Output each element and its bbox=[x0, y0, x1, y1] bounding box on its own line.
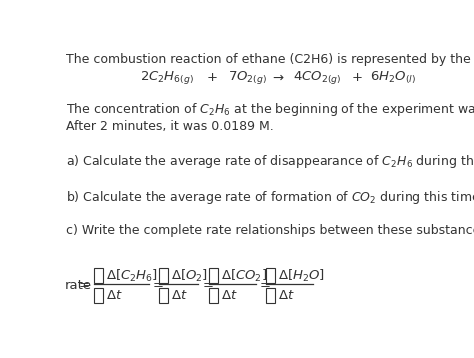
Text: $\Delta[CO_2]$: $\Delta[CO_2]$ bbox=[221, 268, 267, 284]
Text: $7O_{2(g)}$: $7O_{2(g)}$ bbox=[228, 69, 267, 86]
FancyBboxPatch shape bbox=[94, 288, 103, 303]
Text: =: = bbox=[152, 279, 163, 292]
Text: $+$: $+$ bbox=[351, 71, 363, 84]
Text: $\Delta[H_2O]$: $\Delta[H_2O]$ bbox=[278, 268, 325, 284]
Text: $\Delta t$: $\Delta t$ bbox=[278, 289, 295, 302]
FancyBboxPatch shape bbox=[159, 268, 168, 283]
Text: =: = bbox=[202, 279, 213, 292]
Text: $\Delta t$: $\Delta t$ bbox=[221, 289, 237, 302]
Text: $4CO_{2(g)}$: $4CO_{2(g)}$ bbox=[292, 69, 341, 86]
Text: $+$: $+$ bbox=[206, 71, 218, 84]
Text: $\Delta t$: $\Delta t$ bbox=[106, 289, 123, 302]
Text: $2C_2H_{6(g)}$: $2C_2H_{6(g)}$ bbox=[140, 69, 194, 86]
Text: c) Write the complete rate relationships between these substances:  2 points: c) Write the complete rate relationships… bbox=[66, 223, 474, 237]
Text: The concentration of $C_2H_6$ at the beginning of the experiment was 0.0256 M.: The concentration of $C_2H_6$ at the beg… bbox=[66, 101, 474, 118]
FancyBboxPatch shape bbox=[209, 288, 218, 303]
Text: $\Delta[O_2]$: $\Delta[O_2]$ bbox=[171, 268, 208, 284]
FancyBboxPatch shape bbox=[209, 268, 218, 283]
Text: $\Delta t$: $\Delta t$ bbox=[171, 289, 188, 302]
Text: After 2 minutes, it was 0.0189 M.: After 2 minutes, it was 0.0189 M. bbox=[66, 120, 273, 133]
Text: $\Delta[C_2H_6]$: $\Delta[C_2H_6]$ bbox=[106, 268, 158, 284]
Text: b) Calculate the average rate of formation of $CO_2$ during this time interval. : b) Calculate the average rate of formati… bbox=[66, 189, 474, 206]
Text: $6H_2O_{(l)}$: $6H_2O_{(l)}$ bbox=[370, 69, 416, 86]
Text: =: = bbox=[79, 279, 90, 292]
Text: a) Calculate the average rate of disappearance of $C_2H_6$ during this time inte: a) Calculate the average rate of disappe… bbox=[66, 153, 474, 170]
FancyBboxPatch shape bbox=[266, 288, 275, 303]
Text: $\rightarrow$: $\rightarrow$ bbox=[271, 71, 285, 84]
FancyBboxPatch shape bbox=[159, 288, 168, 303]
Text: The combustion reaction of ethane (C2H6) is represented by the equation:: The combustion reaction of ethane (C2H6)… bbox=[66, 53, 474, 66]
Text: rate: rate bbox=[65, 279, 92, 292]
FancyBboxPatch shape bbox=[94, 268, 103, 283]
FancyBboxPatch shape bbox=[266, 268, 275, 283]
Text: =: = bbox=[259, 279, 271, 292]
